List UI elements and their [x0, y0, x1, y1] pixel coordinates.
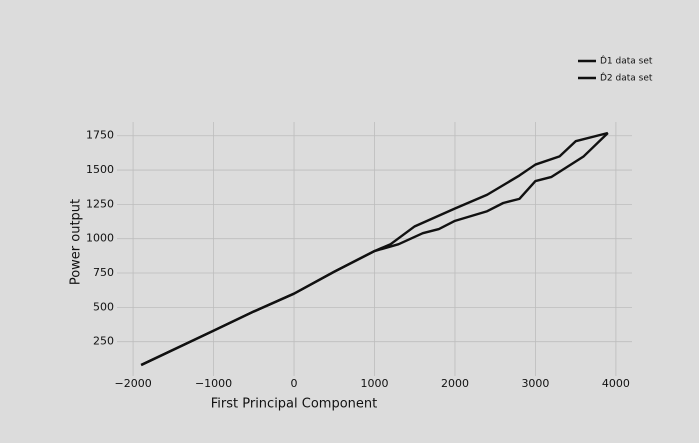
- y-tick-label: 1000: [86, 232, 114, 245]
- y-axis-label: Power output: [69, 199, 84, 285]
- legend-text: D̂2 data set: [600, 72, 653, 84]
- line: [140, 132, 609, 367]
- x-tick-label: 2000: [441, 377, 469, 390]
- y-tick-label: 1750: [86, 129, 114, 142]
- y-tick-label: 1250: [86, 197, 114, 210]
- x-tick-label: 4000: [602, 377, 630, 390]
- x-tick-label: 1000: [361, 377, 389, 390]
- x-tick-label: 0: [291, 377, 298, 390]
- y-tick-label: 250: [93, 335, 114, 348]
- x-tick-label: −1000: [195, 377, 232, 390]
- y-tick-label: 1500: [86, 163, 114, 176]
- y-tick-label: 500: [93, 300, 114, 313]
- x-tick-label: −2000: [114, 377, 151, 390]
- y-tick-label: 750: [93, 266, 114, 279]
- x-axis-label: First Principal Component: [211, 397, 378, 412]
- legend-text: D̂1 data set: [600, 55, 653, 67]
- x-tick-label: 3000: [521, 377, 549, 390]
